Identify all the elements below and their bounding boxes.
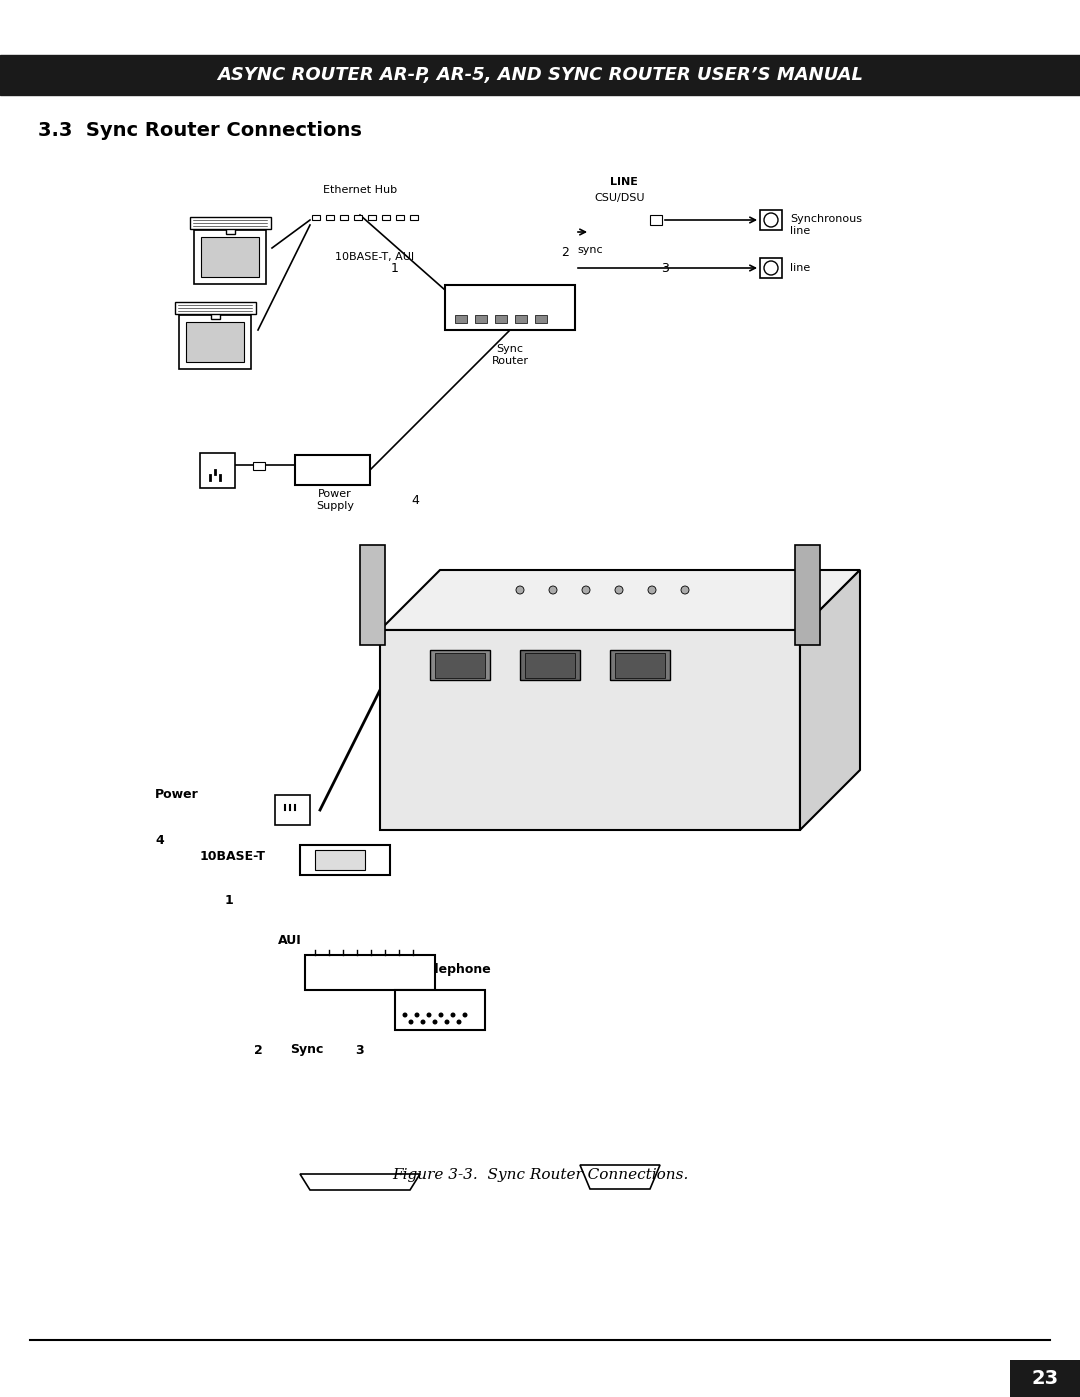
Text: 3: 3 bbox=[355, 1044, 364, 1056]
Bar bbox=[515, 314, 527, 323]
Circle shape bbox=[450, 1013, 456, 1017]
Text: line: line bbox=[789, 263, 810, 272]
Polygon shape bbox=[380, 630, 800, 830]
Text: LINE: LINE bbox=[610, 177, 638, 187]
Bar bbox=[475, 314, 487, 323]
Bar bbox=[760, 258, 782, 278]
Bar bbox=[650, 215, 662, 225]
Text: Power: Power bbox=[156, 788, 199, 802]
Polygon shape bbox=[580, 1165, 660, 1189]
Bar bbox=[211, 312, 220, 319]
Bar bbox=[525, 652, 575, 678]
Circle shape bbox=[408, 1020, 414, 1024]
Circle shape bbox=[415, 1013, 419, 1017]
Bar bbox=[275, 795, 310, 826]
Text: 4: 4 bbox=[156, 834, 164, 847]
Text: Ethernet Hub: Ethernet Hub bbox=[323, 184, 397, 196]
Circle shape bbox=[549, 585, 557, 594]
Polygon shape bbox=[300, 1173, 420, 1190]
Text: ASYNC ROUTER AR-P, AR-5, AND SYNC ROUTER USER’S MANUAL: ASYNC ROUTER AR-P, AR-5, AND SYNC ROUTER… bbox=[217, 66, 863, 84]
Bar bbox=[300, 845, 390, 875]
Bar bbox=[179, 314, 251, 369]
Bar bbox=[760, 210, 782, 231]
Circle shape bbox=[516, 585, 524, 594]
Bar bbox=[610, 650, 670, 680]
Bar bbox=[615, 652, 665, 678]
Bar bbox=[495, 314, 507, 323]
Bar bbox=[354, 215, 362, 219]
Bar bbox=[519, 650, 580, 680]
Bar bbox=[396, 215, 404, 219]
Text: AUI: AUI bbox=[279, 933, 302, 947]
Text: Figure 3-3.  Sync Router Connections.: Figure 3-3. Sync Router Connections. bbox=[392, 1168, 688, 1182]
Circle shape bbox=[420, 1020, 426, 1024]
Circle shape bbox=[764, 261, 778, 275]
Bar bbox=[0, 54, 1080, 95]
Text: Telephone: Telephone bbox=[420, 964, 491, 977]
Text: 23: 23 bbox=[1031, 1369, 1058, 1387]
Bar bbox=[368, 215, 376, 219]
Bar bbox=[200, 453, 235, 488]
Bar bbox=[201, 237, 259, 277]
Circle shape bbox=[445, 1020, 449, 1024]
Polygon shape bbox=[380, 570, 860, 630]
Bar bbox=[430, 650, 490, 680]
Bar bbox=[445, 285, 575, 330]
Bar bbox=[410, 215, 418, 219]
Bar bbox=[455, 314, 467, 323]
Circle shape bbox=[615, 585, 623, 594]
Bar bbox=[326, 215, 334, 219]
Bar bbox=[226, 226, 235, 235]
Polygon shape bbox=[800, 570, 860, 830]
Text: 4: 4 bbox=[411, 493, 419, 507]
Text: Power
Supply: Power Supply bbox=[316, 489, 354, 511]
Bar bbox=[295, 455, 370, 485]
Text: 2: 2 bbox=[254, 1044, 262, 1056]
Bar bbox=[340, 215, 348, 219]
Bar bbox=[194, 231, 266, 284]
Text: 3: 3 bbox=[661, 261, 669, 274]
Text: 10BASE-T: 10BASE-T bbox=[200, 851, 266, 863]
Bar bbox=[435, 652, 485, 678]
Text: Sync: Sync bbox=[291, 1044, 323, 1056]
Circle shape bbox=[681, 585, 689, 594]
Bar bbox=[312, 215, 320, 219]
Bar bbox=[795, 545, 820, 645]
Text: Synchronous
line: Synchronous line bbox=[789, 214, 862, 236]
Text: 1: 1 bbox=[391, 261, 399, 274]
Bar bbox=[1010, 1361, 1080, 1397]
Circle shape bbox=[648, 585, 656, 594]
Text: Sync
Router: Sync Router bbox=[491, 344, 528, 366]
Circle shape bbox=[438, 1013, 444, 1017]
Bar bbox=[395, 990, 485, 1030]
Circle shape bbox=[457, 1020, 461, 1024]
Text: 1: 1 bbox=[225, 894, 233, 907]
Bar bbox=[253, 462, 265, 469]
Bar bbox=[305, 956, 435, 990]
Bar bbox=[382, 215, 390, 219]
Bar bbox=[190, 217, 271, 229]
Text: CSU/DSU: CSU/DSU bbox=[595, 193, 645, 203]
Bar bbox=[315, 849, 365, 870]
Bar bbox=[175, 302, 256, 314]
Bar bbox=[360, 545, 384, 645]
Text: 2: 2 bbox=[562, 246, 569, 258]
Bar bbox=[186, 321, 244, 362]
Text: 3.3  Sync Router Connections: 3.3 Sync Router Connections bbox=[38, 120, 362, 140]
Circle shape bbox=[764, 212, 778, 226]
Circle shape bbox=[403, 1013, 407, 1017]
Text: sync: sync bbox=[577, 244, 603, 256]
Circle shape bbox=[432, 1020, 437, 1024]
Text: 10BASE-T, AUI: 10BASE-T, AUI bbox=[336, 251, 415, 263]
Circle shape bbox=[427, 1013, 432, 1017]
Circle shape bbox=[462, 1013, 468, 1017]
Circle shape bbox=[582, 585, 590, 594]
Bar bbox=[535, 314, 546, 323]
